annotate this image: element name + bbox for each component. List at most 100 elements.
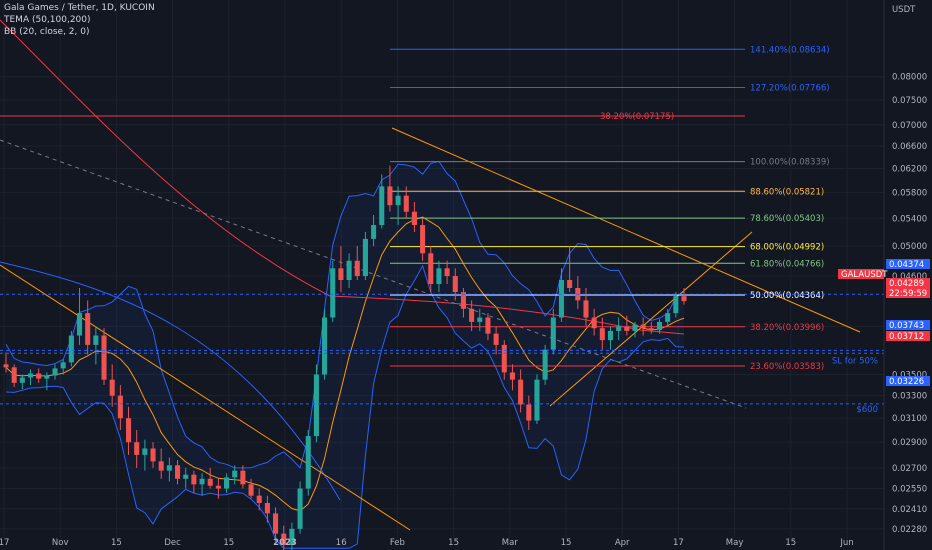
fib-label: 61.80%(0.04766) (750, 259, 824, 269)
candle-body (599, 328, 605, 341)
candle-body (567, 279, 573, 289)
candle-body (52, 368, 58, 376)
candle-body (224, 477, 230, 489)
candle-body (85, 313, 91, 345)
trend-lines (0, 19, 861, 531)
candle-body (632, 324, 638, 331)
candle-body (305, 436, 311, 489)
y-tick-label: 0.02900 (892, 438, 927, 448)
candle-body (199, 478, 205, 485)
fib-label: 141.40%(0.08634) (750, 45, 830, 55)
bb-upper (5, 160, 685, 469)
candle-body (240, 470, 246, 485)
fib-label: 50.00%(0.04364) (750, 291, 824, 301)
candle-body (411, 211, 417, 226)
candle-body (469, 308, 475, 322)
y-tick-label: 0.05800 (892, 189, 927, 199)
candle-body (591, 317, 597, 329)
price-badge-text: 0.03743 (889, 321, 924, 331)
x-tick-label: 17 (673, 538, 684, 548)
y-tick-label: 0.06200 (892, 165, 927, 175)
candle-body (428, 253, 434, 284)
candles (3, 165, 687, 550)
candle-body (665, 313, 671, 322)
candle-body (509, 372, 515, 380)
annotation-label: SL for 50% (832, 356, 878, 366)
x-tick-label: Mar (502, 538, 519, 548)
x-tick-label: 15 (111, 538, 122, 548)
candle-body (289, 528, 295, 546)
y-tick-label: 0.08000 (892, 73, 927, 83)
candle-body (158, 461, 164, 471)
candle-body (542, 349, 548, 380)
candle-body (493, 333, 499, 345)
fib-label: 88.60%(0.05821) (750, 187, 824, 197)
candle-body (19, 377, 25, 383)
price-badge-text: 0.03226 (889, 377, 924, 387)
candle-body (379, 186, 385, 226)
candle-body (403, 195, 409, 212)
candle-body (371, 225, 377, 239)
fib-label: 78.60%(0.05403) (750, 214, 824, 224)
candle-body (387, 186, 393, 206)
x-tick-label: May (726, 538, 744, 548)
candle-body (76, 313, 83, 336)
candle-body (36, 373, 42, 379)
price-badge-text: 0.04289 (889, 279, 924, 289)
candle-body (607, 330, 614, 341)
axis-unit: USDT (892, 5, 916, 15)
candle-body (3, 364, 9, 368)
candle-body (526, 404, 532, 421)
candle-body (264, 502, 270, 514)
x-tick-label: 2023 (273, 538, 297, 548)
candle-body (485, 317, 491, 334)
price-badge (886, 376, 930, 386)
candle-body (362, 238, 368, 277)
fib-label: 100.00%(0.08339) (750, 158, 830, 168)
tema-indicator-label[interactable]: TEMA (50,100,200) (4, 15, 91, 25)
y-tick-label: 0.06600 (892, 142, 927, 152)
y-tick-label: 0.03300 (892, 392, 927, 402)
fib-label: 68.00%(0.04992) (750, 243, 824, 253)
y-tick-label: 0.05000 (892, 242, 927, 252)
candle-body (93, 335, 99, 345)
candle-body (558, 279, 565, 318)
candle-body (101, 335, 107, 380)
bb-indicator-label[interactable]: BB (20, close, 2, 0) (4, 27, 90, 37)
candle-body (175, 465, 181, 479)
fib-label: 23.60%(0.03583) (750, 362, 824, 372)
price-badge-text: 0.03712 (889, 332, 924, 342)
bb-lower (5, 264, 685, 549)
bollinger-bands (5, 160, 685, 549)
bb-basis (5, 216, 685, 512)
candle-body (60, 362, 66, 369)
fib-label: 127.20%(0.07766) (750, 83, 830, 93)
time-axis[interactable]: 17 Nov 15 Dec 15 2023 16 Feb 15 Mar 15 Apr 17 May 15 Ju… (0, 538, 854, 548)
candle-body (452, 276, 458, 293)
price-badge (886, 259, 930, 269)
fib-label: 38.20%(0.03996) (750, 323, 824, 333)
y-tick-label: 0.03500 (892, 370, 927, 380)
x-tick-label: Jun (839, 538, 853, 548)
fib-levels: 141.40%(0.08634) 127.20%(0.07766) 100.00%(… (0, 45, 830, 372)
candle-body (534, 379, 540, 421)
chart-legend: Gala Games / Tether, 1D, KUCOIN TEMA (50… (4, 2, 155, 38)
candle-body (117, 395, 123, 419)
candle-body (68, 335, 74, 363)
price-axis[interactable]: 0.08000 0.07500 0.07000 0.06600 0.06200 0.058… (892, 73, 927, 535)
price-badges: 0.04374GALAUSDT0.0428922:59:590.037430.0… (838, 259, 930, 387)
tema-long-line (0, 19, 685, 335)
symbol-title[interactable]: Gala Games / Tether, 1D, KUCOIN (4, 3, 155, 13)
x-tick-label: Nov (52, 538, 69, 548)
y-tick-label: 0.02280 (892, 525, 927, 535)
y-tick-label: 0.02550 (892, 485, 927, 495)
descending-trendline (0, 264, 411, 531)
x-tick-label: 15 (223, 538, 234, 548)
candle-body (150, 448, 156, 462)
annotation-label: $600 (856, 405, 878, 415)
candle-body (330, 268, 336, 318)
price-badge-text: 22:59:59 (889, 289, 927, 299)
candle-body (44, 375, 50, 379)
candle-body (477, 317, 483, 322)
